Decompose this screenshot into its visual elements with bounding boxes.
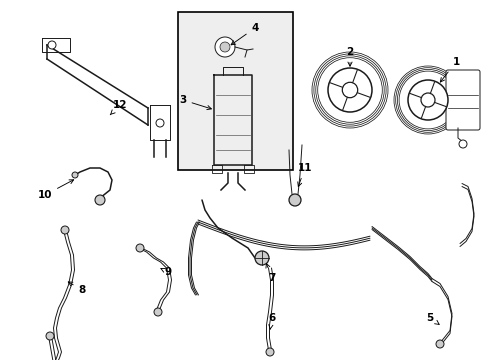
- Circle shape: [72, 172, 78, 178]
- Text: 11: 11: [297, 163, 312, 186]
- Circle shape: [342, 82, 357, 98]
- Text: 6: 6: [268, 313, 275, 329]
- Text: 1: 1: [439, 57, 459, 82]
- Text: 7: 7: [265, 264, 275, 283]
- Circle shape: [136, 244, 143, 252]
- Circle shape: [95, 195, 105, 205]
- Circle shape: [215, 37, 235, 57]
- FancyBboxPatch shape: [445, 70, 479, 130]
- Circle shape: [435, 340, 443, 348]
- Text: 9: 9: [161, 267, 171, 277]
- FancyBboxPatch shape: [178, 12, 292, 170]
- Text: 10: 10: [38, 180, 74, 200]
- Circle shape: [156, 119, 163, 127]
- Text: 12: 12: [110, 100, 127, 115]
- Circle shape: [327, 68, 371, 112]
- Circle shape: [48, 41, 56, 49]
- Circle shape: [254, 251, 268, 265]
- Text: 8: 8: [68, 282, 85, 295]
- Text: 5: 5: [426, 313, 438, 324]
- Text: 2: 2: [346, 47, 353, 66]
- Text: 3: 3: [179, 95, 211, 109]
- Circle shape: [46, 332, 54, 340]
- Text: 4: 4: [231, 23, 258, 45]
- Circle shape: [458, 140, 466, 148]
- Circle shape: [420, 93, 434, 107]
- Circle shape: [220, 42, 229, 52]
- Circle shape: [288, 194, 301, 206]
- Circle shape: [407, 80, 447, 120]
- Circle shape: [61, 226, 69, 234]
- Circle shape: [265, 348, 273, 356]
- Circle shape: [154, 308, 162, 316]
